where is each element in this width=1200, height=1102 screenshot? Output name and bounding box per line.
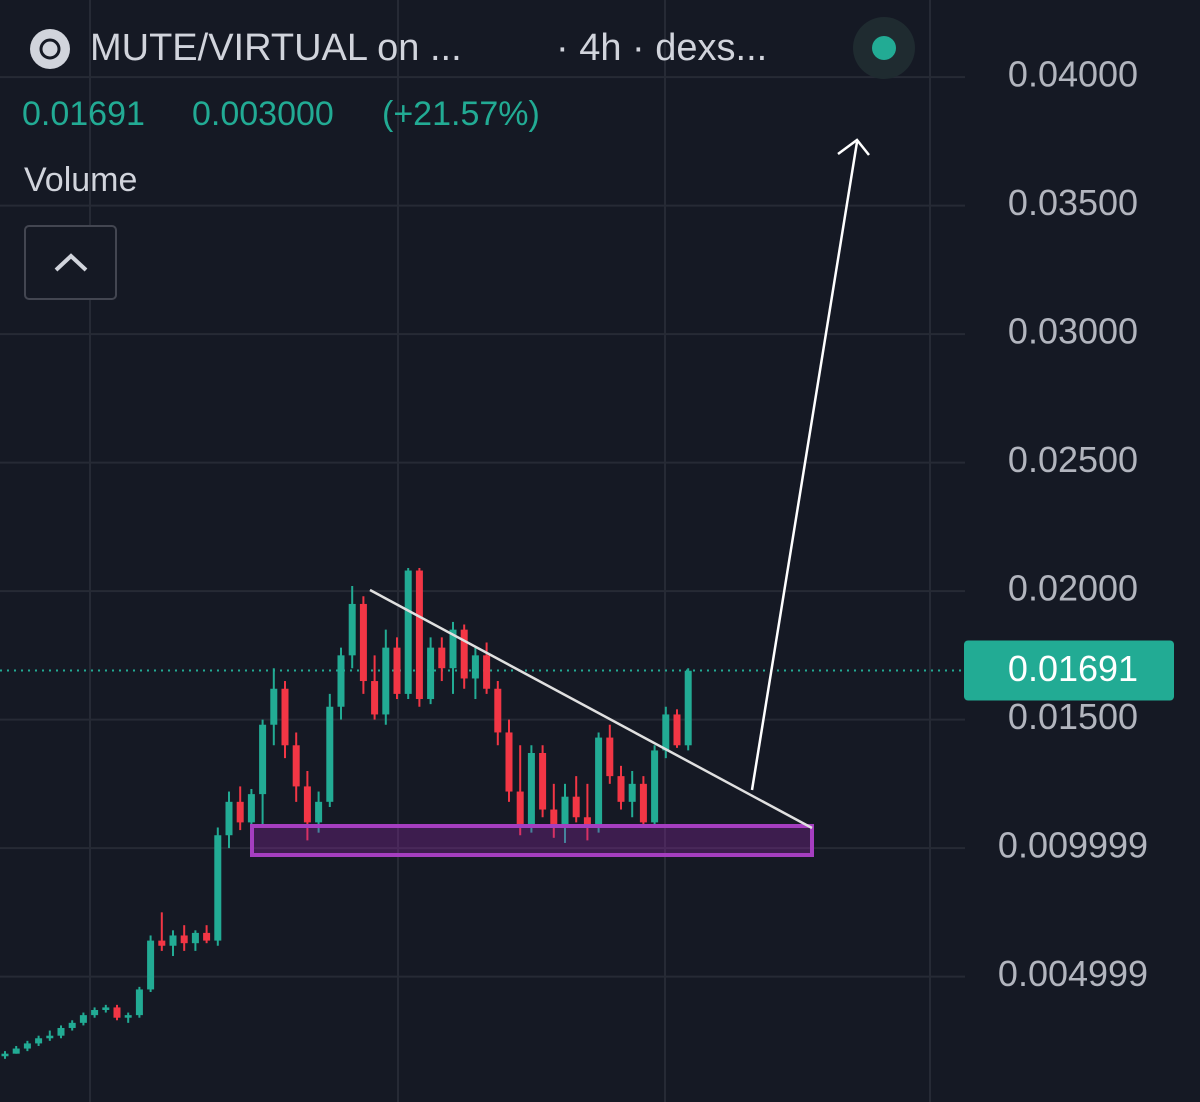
candle-body (57, 1027, 65, 1036)
y-tick-label: 0.01500 (1008, 696, 1138, 737)
candle-body (348, 603, 356, 656)
candle-body (292, 745, 300, 787)
candle-body (68, 1022, 76, 1028)
change-pct: (+21.57%) (382, 95, 540, 133)
candle-body (124, 1015, 132, 1018)
candle-body (583, 817, 591, 828)
candle-body (427, 647, 435, 700)
candle-body (135, 989, 143, 1016)
support-zone (250, 824, 814, 857)
candle-body (259, 724, 267, 795)
candle-body (561, 796, 569, 828)
candle-body (203, 932, 211, 941)
candle-body (113, 1007, 121, 1018)
candle-body (214, 835, 222, 941)
candles (1, 567, 692, 1059)
candle-body (460, 629, 468, 679)
candle-body (337, 655, 345, 707)
candle-body (684, 670, 692, 746)
candle-body (494, 688, 502, 733)
candle-body (247, 794, 255, 823)
candle-body (158, 940, 166, 946)
candle-body (147, 940, 155, 990)
candle-body (46, 1035, 54, 1039)
candle-body (595, 737, 603, 828)
candle-body (315, 801, 323, 823)
candle-body (404, 570, 412, 694)
symbol-icon (30, 29, 70, 69)
symbol-subtitle: · 4h · dexs... (556, 27, 767, 69)
last-price-label: 0.01691 (1008, 648, 1138, 689)
candle-body (35, 1038, 43, 1044)
candle-body (471, 655, 479, 679)
candle-body (415, 570, 423, 700)
candle-body (483, 655, 491, 689)
vertical-grid (89, 0, 931, 1102)
candle-body (639, 783, 647, 823)
candle-body (662, 714, 670, 751)
symbol-title: MUTE/VIRTUAL on ... (90, 27, 462, 69)
chevron-up (54, 253, 88, 272)
y-tick-label: 0.004999 (998, 953, 1148, 994)
candle-body (281, 688, 289, 746)
grid (0, 76, 965, 978)
candle-body (651, 750, 659, 823)
candle-body (393, 647, 401, 694)
candle-body (12, 1048, 20, 1054)
candle-body (326, 706, 334, 802)
y-tick-label: 0.02500 (1008, 439, 1138, 480)
y-tick-label: 0.009999 (998, 825, 1148, 866)
candle-body (572, 796, 580, 818)
y-tick-label: 0.03500 (1008, 182, 1138, 223)
price: 0.01691 (22, 95, 145, 133)
indicator-label: Volume (24, 161, 137, 199)
arrow-head (837, 138, 870, 156)
symbol-icon-eye (39, 38, 61, 60)
candle-body (225, 801, 233, 836)
last-price-badge (964, 640, 1174, 701)
candle-body (23, 1043, 31, 1049)
candle-body (449, 629, 457, 669)
candle-body (371, 681, 379, 715)
candle-body (505, 732, 513, 792)
candle-body (550, 809, 558, 828)
candle-body (91, 1009, 99, 1016)
status-dot (872, 36, 896, 60)
price-axis: 0.04000 0.03500 0.03000 0.02500 0.02000 0.015… (964, 54, 1174, 994)
candle-body (673, 714, 681, 746)
candle-body (270, 688, 278, 725)
candle-body (102, 1007, 110, 1010)
candle-body (606, 737, 614, 777)
header: MUTE/VIRTUAL on ... · 4h · dexs... 0.016… (22, 17, 915, 300)
candle-body (191, 932, 199, 944)
candle-body (438, 647, 446, 669)
candle-body (617, 776, 625, 802)
candle-body (236, 801, 244, 823)
candle-body (382, 647, 390, 715)
collapse-button[interactable] (24, 225, 117, 300)
candle-body (79, 1015, 87, 1023)
change: 0.003000 (192, 95, 334, 133)
candle-body (527, 752, 535, 828)
y-tick-label: 0.02000 (1008, 568, 1138, 609)
trend-line (369, 588, 813, 830)
candle-body (180, 935, 188, 944)
candle-body (628, 783, 636, 802)
y-tick-label: 0.03000 (1008, 311, 1138, 352)
arrow-line (750, 141, 859, 791)
y-tick-label: 0.04000 (1008, 54, 1138, 95)
candle-body (359, 603, 367, 682)
candle-body (516, 791, 524, 828)
candle-body (303, 786, 311, 823)
candle-body (1, 1053, 9, 1057)
candle-body (169, 935, 177, 946)
candle-body (539, 752, 547, 810)
